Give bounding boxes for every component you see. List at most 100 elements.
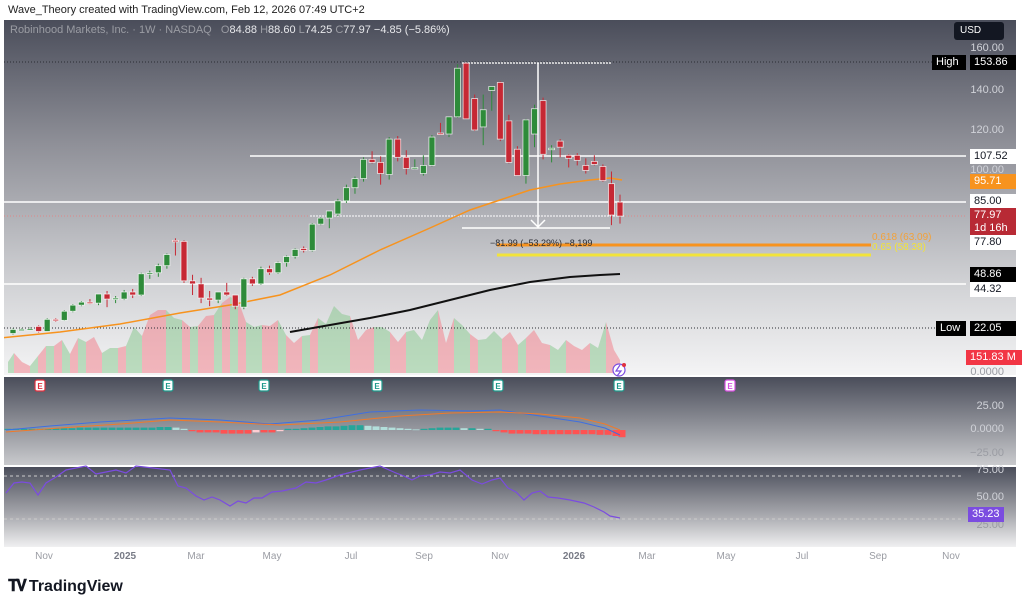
lightning-event-icon[interactable] bbox=[612, 363, 626, 377]
candle-body[interactable] bbox=[505, 120, 513, 163]
candle-body[interactable] bbox=[52, 318, 60, 322]
candle-body[interactable] bbox=[231, 294, 239, 307]
candle-body[interactable] bbox=[454, 67, 461, 118]
candle-body[interactable] bbox=[368, 158, 376, 163]
rsi-pane[interactable] bbox=[4, 467, 1016, 547]
candle-body[interactable] bbox=[317, 217, 325, 225]
earnings-icon[interactable] bbox=[258, 379, 270, 392]
candle-body[interactable] bbox=[471, 98, 479, 131]
candle-body[interactable] bbox=[488, 86, 496, 91]
candle-body[interactable] bbox=[428, 136, 436, 166]
candle-body[interactable] bbox=[334, 200, 342, 215]
candle-body[interactable] bbox=[531, 108, 538, 135]
candle-body[interactable] bbox=[377, 161, 385, 174]
candle-body[interactable] bbox=[257, 268, 265, 285]
candle-body[interactable] bbox=[240, 278, 248, 308]
candle-body[interactable] bbox=[462, 62, 470, 120]
candle-body[interactable] bbox=[214, 291, 222, 301]
candle-body[interactable] bbox=[565, 154, 573, 159]
candle-body[interactable] bbox=[300, 248, 308, 251]
candle-body[interactable] bbox=[437, 132, 444, 135]
candle-body[interactable] bbox=[291, 249, 299, 257]
candle-body[interactable] bbox=[479, 109, 487, 128]
candle-body[interactable] bbox=[206, 297, 214, 301]
candle-body[interactable] bbox=[60, 310, 68, 321]
candle-body[interactable] bbox=[445, 116, 453, 135]
earnings-icon[interactable] bbox=[34, 379, 46, 392]
candle-body[interactable] bbox=[18, 328, 25, 332]
candle-body[interactable] bbox=[283, 256, 290, 264]
candle-body[interactable] bbox=[556, 140, 564, 148]
candle-body[interactable] bbox=[539, 100, 547, 155]
candle-body[interactable] bbox=[496, 82, 504, 140]
macd-tick: 0.0000 bbox=[970, 423, 1004, 435]
symbol-legend[interactable]: Robinhood Markets, Inc. · 1W · NASDAQ O8… bbox=[10, 24, 450, 36]
candle-body[interactable] bbox=[248, 278, 256, 285]
candle-body[interactable] bbox=[402, 156, 410, 169]
ema200-line[interactable] bbox=[289, 273, 621, 333]
candle-body[interactable] bbox=[608, 183, 615, 216]
candle-body[interactable] bbox=[351, 178, 359, 189]
earnings-icon[interactable] bbox=[613, 379, 625, 392]
candle-body[interactable] bbox=[95, 293, 102, 304]
macd-pane[interactable] bbox=[4, 377, 1016, 465]
volume-segment bbox=[38, 346, 46, 373]
rsi-line[interactable] bbox=[5, 465, 621, 519]
earnings-icon[interactable] bbox=[162, 379, 174, 392]
candle-body[interactable] bbox=[120, 291, 128, 300]
candle-body[interactable] bbox=[573, 154, 581, 161]
candle-body[interactable] bbox=[180, 240, 188, 282]
time-tick: Nov bbox=[942, 551, 960, 562]
candle-body[interactable] bbox=[137, 273, 145, 296]
candle-body[interactable] bbox=[163, 254, 171, 267]
candle-body[interactable] bbox=[266, 268, 273, 274]
earnings-icon[interactable] bbox=[724, 379, 736, 392]
macd-histogram-bar bbox=[516, 430, 524, 434]
candle-body[interactable] bbox=[146, 272, 154, 275]
volume-segment bbox=[166, 310, 174, 373]
candle-body[interactable] bbox=[77, 301, 85, 306]
candle-body[interactable] bbox=[112, 297, 119, 300]
candle-body[interactable] bbox=[197, 283, 205, 299]
candle-body[interactable] bbox=[548, 147, 556, 151]
tradingview-logo[interactable]: 𝐓𝐕 TradingView bbox=[8, 578, 123, 596]
candle-body[interactable] bbox=[411, 167, 419, 170]
candle-body[interactable] bbox=[419, 165, 427, 174]
chart-container[interactable]: E E E E E E E Robinhood Markets, Inc. · 1W · N… bbox=[4, 20, 1022, 568]
candle-body[interactable] bbox=[154, 265, 162, 274]
candle-body[interactable] bbox=[325, 210, 333, 219]
candle-body[interactable] bbox=[308, 223, 316, 251]
time-axis[interactable]: Nov 2025 Mar May Jul Sep Nov 2026 Mar May Jul Sep No… bbox=[4, 548, 1016, 568]
candle-body[interactable] bbox=[172, 239, 179, 243]
signal-line[interactable] bbox=[5, 411, 621, 433]
candle-body[interactable] bbox=[69, 304, 77, 312]
candle-body[interactable] bbox=[360, 158, 367, 179]
candle-body[interactable] bbox=[599, 166, 607, 182]
candle-body[interactable] bbox=[129, 291, 137, 296]
candle-body[interactable] bbox=[514, 148, 521, 176]
candle-body[interactable] bbox=[9, 329, 17, 334]
candle-body[interactable] bbox=[103, 293, 111, 300]
candle-body[interactable] bbox=[522, 119, 530, 176]
candle-body[interactable] bbox=[582, 165, 590, 171]
candle-body[interactable] bbox=[274, 262, 282, 274]
candle-body[interactable] bbox=[343, 187, 350, 202]
earnings-icon[interactable] bbox=[371, 379, 383, 392]
candle-body[interactable] bbox=[385, 138, 393, 175]
earnings-icon[interactable] bbox=[492, 379, 504, 392]
currency-button[interactable]: USD bbox=[954, 22, 1004, 40]
macd-line[interactable] bbox=[5, 409, 621, 436]
candle-body[interactable] bbox=[189, 280, 196, 285]
candle-body[interactable] bbox=[590, 160, 598, 165]
candle-body[interactable] bbox=[26, 328, 34, 331]
candle-body[interactable] bbox=[35, 326, 43, 332]
candle-body[interactable] bbox=[223, 291, 231, 296]
macd-histogram-bar bbox=[116, 427, 124, 430]
candle-body[interactable] bbox=[616, 201, 624, 217]
candle-body[interactable] bbox=[86, 301, 94, 305]
ema50-line[interactable] bbox=[4, 177, 623, 339]
candle-body[interactable] bbox=[394, 138, 402, 158]
volume-segment bbox=[54, 340, 62, 373]
candle-body[interactable] bbox=[43, 318, 51, 332]
